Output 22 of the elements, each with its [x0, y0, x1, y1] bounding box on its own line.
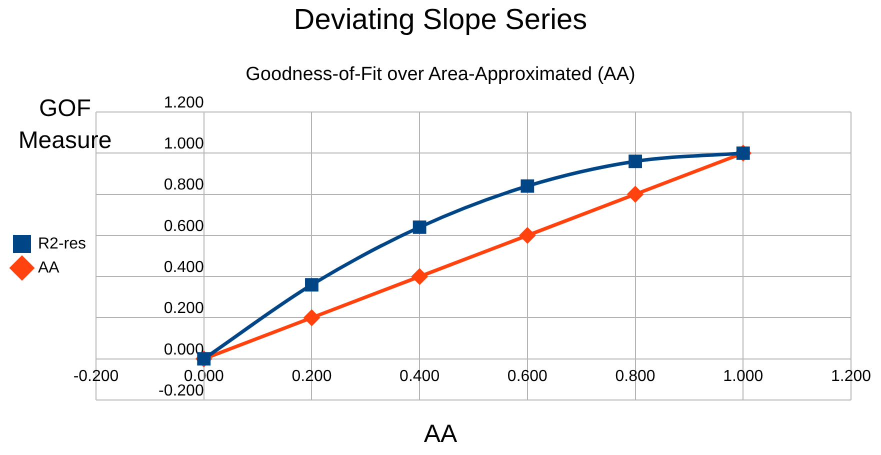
y-tick-label: 0.200 [164, 300, 204, 318]
y-tick-label: 0.800 [164, 176, 204, 194]
x-tick-label: -0.200 [73, 368, 119, 385]
x-tick-label: 0.200 [292, 368, 332, 385]
x-tick-label: 0.600 [507, 368, 548, 385]
y-tick-label: -0.200 [158, 382, 204, 400]
chart-title: Deviating Slope Series [292, 4, 588, 37]
x-tick-label: 1.200 [830, 368, 872, 385]
chart-subtitle: Goodness-of-Fit over Area-Approximated (AA) [244, 64, 636, 86]
x-tick-label: 0.800 [615, 368, 656, 385]
x-tick-label: 0.000 [184, 368, 224, 385]
y-tick-label: 0.600 [164, 218, 204, 235]
x-axis-title: AA [422, 420, 458, 449]
legend-label: R2-res [38, 235, 86, 252]
legend-label: AA [38, 259, 60, 276]
x-tick-label: 1.000 [723, 368, 764, 385]
y-tick-label: 1.200 [164, 94, 204, 112]
y-tick-label: 0.000 [164, 341, 204, 358]
y-axis-title: GOF Measure [17, 94, 113, 156]
x-tick-label: 0.400 [400, 368, 440, 385]
y-tick-label: 0.400 [164, 258, 204, 276]
y-tick-label: 1.000 [164, 136, 204, 153]
